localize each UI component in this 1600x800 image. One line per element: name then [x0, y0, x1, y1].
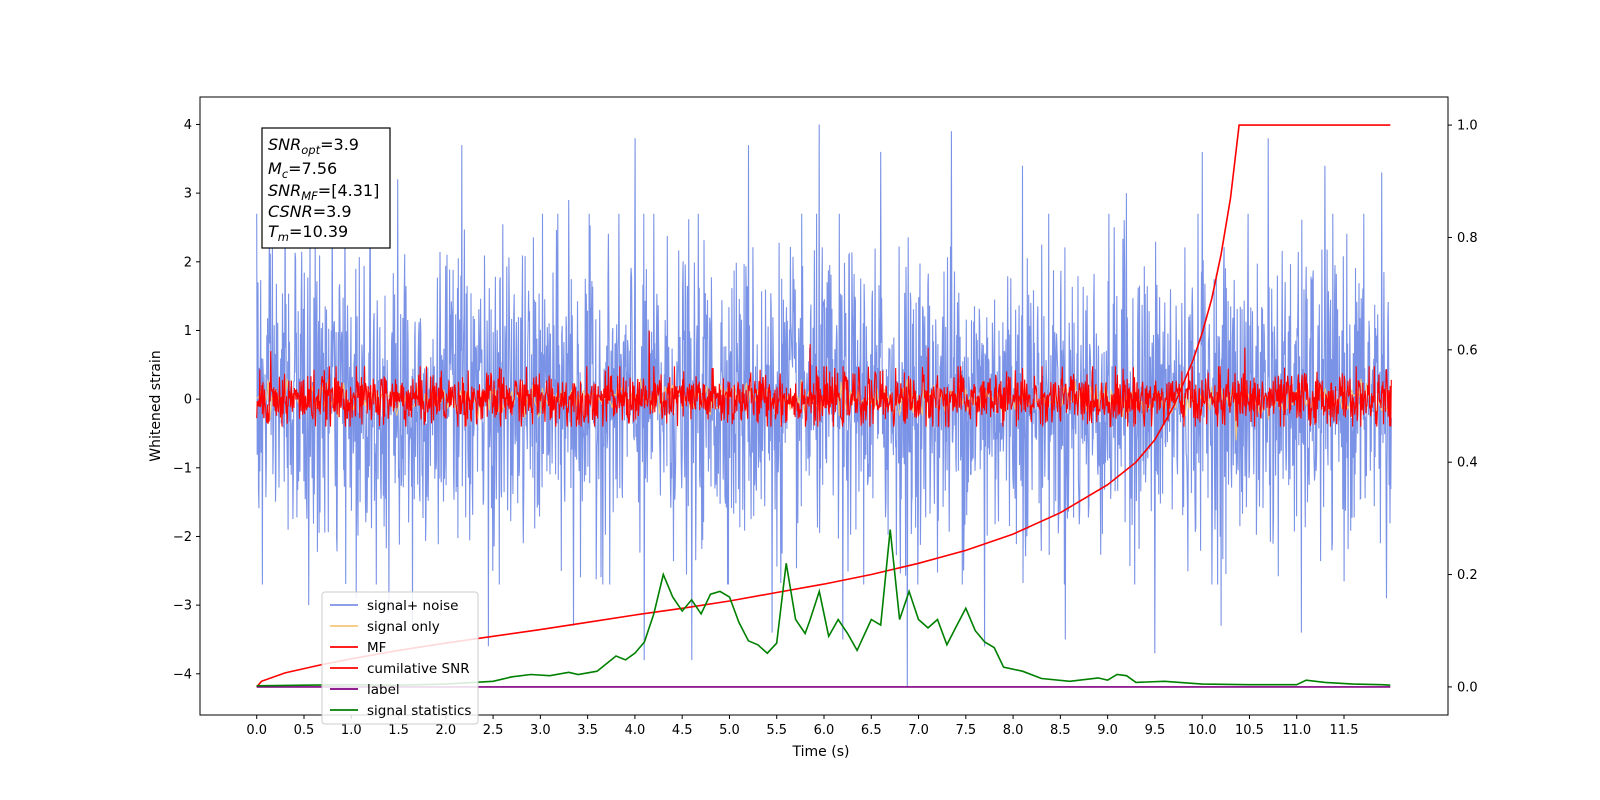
y-tick-label: −4 — [173, 667, 192, 682]
x-tick-label: 10.5 — [1235, 723, 1264, 738]
x-tick-label: 3.5 — [577, 723, 598, 738]
info-csnr: CSNR=3.9 — [268, 202, 352, 221]
legend-label: signal only — [367, 619, 440, 635]
x-tick-label: 0.0 — [246, 723, 267, 738]
x-tick-label: 2.5 — [483, 723, 504, 738]
y2-tick-label: 0.4 — [1457, 456, 1478, 471]
signal-statistics-line — [256, 529, 1391, 687]
x-axis: 0.0 0.5 1.0 1.5 2.0 2.5 3.0 3.5 4.0 4.5 5.0 5.5 6.0 6… — [246, 715, 1358, 738]
y-axis-left: −4 −3 −2 −1 0 1 2 3 4 — [173, 118, 200, 682]
x-tick-label: 6.5 — [861, 723, 882, 738]
x-tick-label: 8.0 — [1003, 723, 1024, 738]
y-tick-label: 1 — [184, 324, 192, 339]
legend-label: label — [367, 682, 400, 698]
x-tick-label: 9.0 — [1097, 723, 1118, 738]
info-snr-opt: SNRopt=3.9 — [268, 135, 359, 157]
x-tick-label: 5.5 — [766, 723, 787, 738]
legend-label: signal+ noise — [367, 598, 458, 614]
y-axis-right: 0.0 0.2 0.4 0.6 0.8 1.0 — [1448, 119, 1478, 695]
info-mc: Mc=7.56 — [268, 159, 337, 181]
legend-entries: signal+ noise signal only MF cumilative SNR… — [330, 598, 471, 719]
y-tick-label: 0 — [184, 393, 192, 408]
y-tick-label: −3 — [173, 599, 192, 614]
mf-line — [256, 330, 1392, 428]
x-tick-label: 1.0 — [341, 723, 362, 738]
x-tick-label: 1.5 — [388, 723, 409, 738]
y2-tick-label: 0.6 — [1457, 343, 1478, 358]
x-tick-label: 11.0 — [1282, 723, 1311, 738]
legend-label: cumilative SNR — [367, 661, 470, 677]
x-tick-label: 7.0 — [908, 723, 929, 738]
y-tick-label: 4 — [184, 118, 192, 133]
y-axis-label: Whitened strain — [148, 350, 164, 461]
info-snr-mf: SNRMF=[4.31] — [268, 181, 379, 203]
y2-tick-label: 1.0 — [1457, 119, 1478, 134]
y2-tick-label: 0.8 — [1457, 231, 1478, 246]
x-tick-label: 11.5 — [1330, 723, 1359, 738]
x-tick-label: 7.5 — [955, 723, 976, 738]
legend-frame — [321, 591, 479, 725]
x-tick-label: 5.0 — [719, 723, 740, 738]
legend-label: MF — [367, 640, 386, 656]
x-tick-label: 2.0 — [435, 723, 456, 738]
y2-tick-label: 0.0 — [1457, 680, 1478, 695]
y-tick-label: 3 — [184, 187, 192, 202]
y-tick-label: −1 — [173, 461, 192, 476]
legend-label: signal statistics — [367, 703, 471, 719]
y-tick-label: −2 — [173, 530, 192, 545]
series-signal-noise — [256, 124, 1392, 688]
y-tick-label: 2 — [184, 255, 192, 270]
x-tick-label: 9.5 — [1145, 723, 1166, 738]
x-tick-label: 4.5 — [672, 723, 693, 738]
x-tick-label: 4.0 — [625, 723, 646, 738]
signal-noise-line — [256, 124, 1392, 688]
x-tick-label: 0.5 — [294, 723, 315, 738]
x-tick-label: 3.0 — [530, 723, 551, 738]
x-tick-label: 6.0 — [814, 723, 835, 738]
legend: signal+ noise signal only MF cumilative SNR… — [321, 591, 479, 725]
x-tick-label: 8.5 — [1050, 723, 1071, 738]
info-box: SNRopt=3.9 Mc=7.56 SNRMF=[4.31] CSNR=3.9… — [261, 127, 391, 249]
y2-tick-label: 0.2 — [1457, 568, 1478, 583]
series-mf — [256, 330, 1392, 428]
x-tick-label: 10.0 — [1188, 723, 1217, 738]
info-tm: Tm=10.39 — [268, 222, 348, 244]
x-axis-label: Time (s) — [792, 744, 850, 760]
info-box-frame — [261, 127, 391, 249]
